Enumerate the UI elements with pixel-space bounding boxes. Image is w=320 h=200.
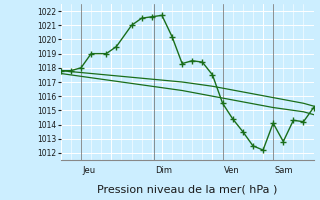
Text: Dim: Dim xyxy=(156,166,172,175)
Text: Sam: Sam xyxy=(275,166,293,175)
Text: Ven: Ven xyxy=(224,166,240,175)
Text: Pression niveau de la mer( hPa ): Pression niveau de la mer( hPa ) xyxy=(97,185,277,195)
Text: Jeu: Jeu xyxy=(82,166,95,175)
